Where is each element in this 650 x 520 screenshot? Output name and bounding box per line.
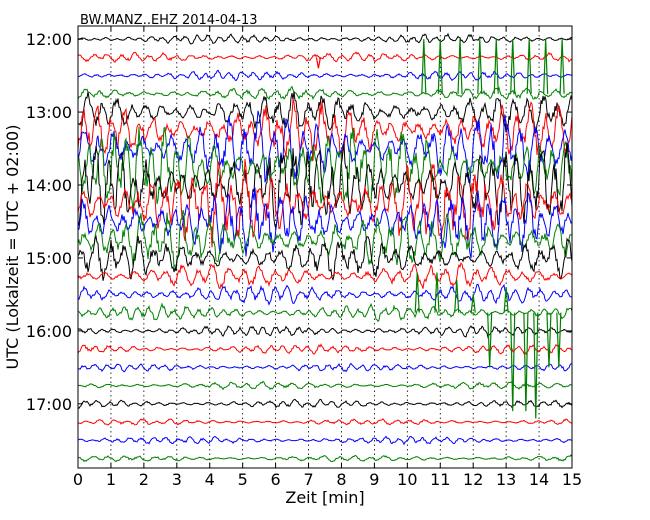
trace-1400 — [78, 142, 572, 229]
x-tick-label: 2 — [139, 470, 149, 489]
y-axis-label: UTC (Lokalzeit = UTC + 02:00) — [3, 125, 22, 370]
spike-mark — [414, 272, 420, 313]
spike-mark — [510, 39, 516, 94]
x-tick-label: 12 — [463, 470, 483, 489]
trace-1230 — [78, 69, 572, 82]
spike-mark — [559, 39, 565, 94]
spike-mark — [421, 39, 427, 94]
x-tick-label: 0 — [73, 470, 83, 489]
spike-mark — [543, 39, 549, 94]
x-tick-label: 13 — [496, 470, 516, 489]
x-tick-label: 1 — [106, 470, 116, 489]
spike-mark — [470, 294, 476, 313]
spike-mark — [457, 39, 463, 94]
trace-1515 — [78, 262, 572, 290]
plot-frame — [77, 25, 573, 469]
y-tick-label: 15:00 — [26, 249, 72, 268]
trace-1430 — [78, 187, 572, 259]
trace-1445 — [78, 209, 572, 271]
trace-1600 — [78, 325, 572, 339]
trace-1530 — [78, 283, 572, 306]
trace-1700 — [78, 398, 572, 409]
trace-1715 — [78, 418, 572, 426]
spike-mark — [454, 279, 460, 313]
trace-1245 — [78, 85, 572, 101]
spike-mark — [510, 312, 516, 412]
x-tick-label: 14 — [529, 470, 549, 489]
y-tick-label: 14:00 — [26, 176, 72, 195]
spike-mark — [487, 312, 493, 368]
spike-mark — [556, 312, 562, 368]
spike-mark — [434, 272, 440, 313]
trace-1645 — [78, 380, 572, 391]
spike-mark — [526, 39, 532, 94]
spike-mark — [546, 312, 552, 368]
ticks: 0 1 2 3 4 5 6 7 8 9 10 11 12 13 14 1512:0013:0014:0015:… — [26, 26, 582, 489]
y-tick-label: 13:00 — [26, 103, 72, 122]
spike-mark — [437, 39, 443, 94]
x-tick-label: 8 — [336, 470, 346, 489]
x-tick-label: 4 — [205, 470, 215, 489]
trace-1730 — [78, 435, 572, 446]
trace-1300 — [78, 91, 572, 134]
trace-1215 — [78, 51, 572, 63]
trace-1745 — [78, 454, 572, 463]
trace-1615 — [78, 343, 572, 355]
trace-1500 — [78, 234, 572, 281]
x-tick-label: 15 — [562, 470, 582, 489]
trace-1200 — [78, 32, 572, 45]
x-tick-label: 10 — [397, 470, 417, 489]
chart-title: BW.MANZ..EHZ 2014-04-13 — [80, 13, 258, 28]
x-tick-label: 11 — [430, 470, 450, 489]
x-axis-label: Zeit [min] — [285, 488, 364, 507]
spike-mark — [493, 39, 499, 94]
trace-layer — [78, 32, 572, 463]
x-tick-label: 3 — [172, 470, 182, 489]
y-tick-label: 16:00 — [26, 322, 72, 341]
x-tick-label: 6 — [271, 470, 281, 489]
spike-mark — [533, 312, 539, 419]
trace-1330 — [78, 110, 572, 184]
trace-1315 — [78, 98, 572, 161]
x-tick-label: 7 — [303, 470, 313, 489]
y-tick-label: 17:00 — [26, 395, 72, 414]
spike-mark — [315, 57, 322, 69]
trace-1545 — [78, 302, 572, 323]
x-tick-label: 5 — [238, 470, 248, 489]
spike-mark — [503, 287, 509, 313]
y-tick-label: 12:00 — [26, 30, 72, 49]
spike-mark — [523, 312, 529, 412]
spike-mark — [477, 39, 483, 94]
x-tick-label: 9 — [369, 470, 379, 489]
